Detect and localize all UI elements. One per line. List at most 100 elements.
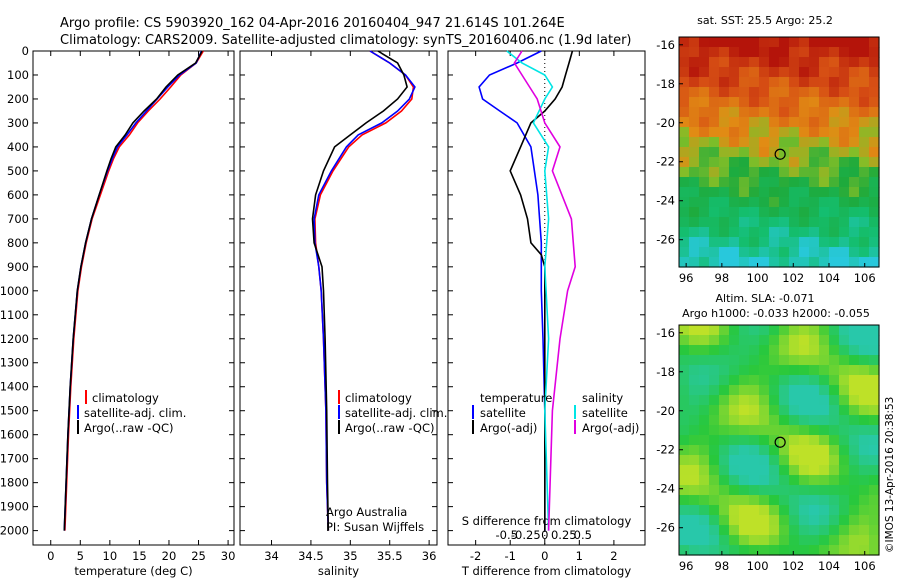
map-cell	[729, 177, 740, 188]
map-cell	[819, 495, 830, 506]
map-cell	[679, 117, 690, 128]
map-cell	[849, 67, 860, 78]
map-cell	[749, 445, 760, 456]
map-cell	[739, 335, 750, 346]
map-cell	[699, 365, 710, 376]
map-cell	[859, 465, 870, 476]
map-cell	[679, 237, 690, 248]
map-cell	[769, 77, 780, 88]
map-cell	[699, 505, 710, 516]
map-cell	[709, 485, 720, 496]
map-cell	[789, 247, 800, 258]
map-cell	[749, 375, 760, 386]
map-cell	[789, 177, 800, 188]
map-cell	[759, 425, 770, 436]
map-cell	[719, 525, 730, 536]
map-cell	[709, 237, 720, 248]
y-tick-label: 1700	[0, 452, 29, 466]
map-cell	[759, 77, 770, 88]
map-cell	[849, 77, 860, 88]
map-cell	[849, 515, 860, 526]
map-cell	[719, 415, 730, 426]
map-cell	[839, 525, 850, 536]
map-cell	[749, 167, 760, 178]
map-cell	[679, 355, 690, 366]
map-cell	[799, 87, 810, 98]
map-cell	[759, 375, 770, 386]
map-cell	[869, 257, 880, 268]
map-cell	[729, 147, 740, 158]
map-cell	[819, 247, 830, 258]
legend-title-temperature: temperature	[480, 391, 552, 405]
map-cell	[789, 257, 800, 268]
map-cell	[749, 107, 760, 118]
map-cell	[729, 47, 740, 58]
map-cell	[839, 37, 850, 48]
map-cell	[749, 147, 760, 158]
map-cell	[719, 97, 730, 108]
argo-location-marker	[774, 436, 786, 448]
salinity-panel: 34 34.5 35 35.5 36 salinity	[239, 50, 438, 578]
legend-label-s-satellite: satellite	[582, 406, 628, 420]
map-cell	[849, 435, 860, 446]
map-cell	[759, 475, 770, 486]
map-cell	[859, 87, 870, 98]
map-cell	[739, 355, 750, 366]
map-cell	[709, 525, 720, 536]
map-cell	[739, 107, 750, 118]
map-cell	[839, 47, 850, 58]
map-cell	[789, 335, 800, 346]
map-cell	[729, 97, 740, 108]
map-cell	[859, 257, 870, 268]
map-cell	[779, 107, 790, 118]
map-cell	[689, 207, 700, 218]
map-cell	[849, 97, 860, 108]
map-cell	[749, 455, 760, 466]
map-cell	[739, 237, 750, 248]
map-cell	[679, 247, 690, 258]
map-cell	[789, 455, 800, 466]
map-cell	[759, 345, 770, 356]
difference-legend: temperature satellite Argo(-adj) salinit…	[472, 391, 639, 435]
map-cell	[799, 445, 810, 456]
map-cell	[839, 345, 850, 356]
map-cell	[719, 345, 730, 356]
y-tick-label: 1600	[0, 428, 29, 442]
map-cell	[679, 515, 690, 526]
sst-map-axes: 96 98 100 102 104 106 -16 -18 -20 -22 -24 -26	[656, 38, 875, 285]
map-cell	[849, 127, 860, 138]
map-cell	[779, 485, 790, 496]
sla-map-title2: Argo h1000: -0.033 h2000: -0.055	[682, 307, 870, 320]
map-cell	[699, 485, 710, 496]
map-cell	[739, 57, 750, 68]
map-cell	[719, 157, 730, 168]
map-cell	[699, 167, 710, 178]
map-cell	[809, 257, 820, 268]
map-cell	[809, 147, 820, 158]
map-cell	[869, 147, 880, 158]
map-cell	[819, 217, 830, 228]
map-cell	[849, 147, 860, 158]
map-cell	[789, 207, 800, 218]
map-cell	[809, 227, 820, 238]
map-cell	[839, 117, 850, 128]
map-cell	[719, 177, 730, 188]
map-cell	[689, 505, 700, 516]
map-cell	[719, 237, 730, 248]
map-cell	[699, 227, 710, 238]
map-cell	[799, 385, 810, 396]
map-cell	[819, 455, 830, 466]
map-cell	[749, 335, 760, 346]
map-cell	[869, 77, 880, 88]
map-cell	[709, 355, 720, 366]
map-cell	[809, 385, 820, 396]
map-cell	[719, 227, 730, 238]
map-cell	[869, 485, 880, 496]
map-cell	[869, 37, 880, 48]
map-cell	[809, 435, 820, 446]
map-cell	[749, 57, 760, 68]
map-cell	[849, 227, 860, 238]
map-cell	[839, 425, 850, 436]
map-cell	[699, 107, 710, 118]
